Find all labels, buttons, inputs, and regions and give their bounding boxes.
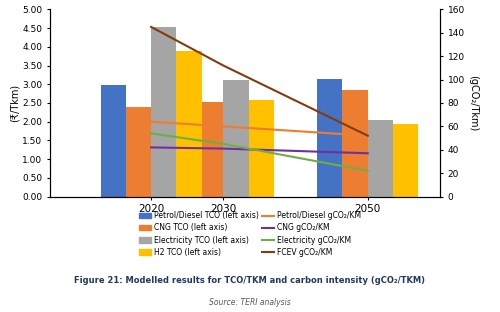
Bar [248, 100, 274, 197]
Legend: Petrol/Diesel TCO (left axis), CNG TCO (left axis), Electricity TCO (left axis),: Petrol/Diesel TCO (left axis), CNG TCO (… [139, 212, 361, 256]
Bar [317, 79, 342, 197]
Bar [342, 90, 368, 197]
Bar [198, 102, 224, 197]
Bar [151, 27, 176, 197]
Y-axis label: (₹/Tkm): (₹/Tkm) [10, 84, 20, 122]
Bar [393, 124, 418, 197]
Y-axis label: (gCO₂/Tkm): (gCO₂/Tkm) [468, 75, 477, 131]
Bar [176, 51, 202, 197]
Bar [126, 107, 151, 197]
Bar [100, 85, 126, 197]
Bar [224, 80, 248, 197]
Bar [173, 82, 198, 197]
Text: Figure 21: Modelled results for TCO/TKM and carbon intensity (gCO₂/TKM): Figure 21: Modelled results for TCO/TKM … [74, 276, 426, 285]
Bar [368, 120, 393, 197]
Text: Source: TERI analysis: Source: TERI analysis [209, 298, 291, 307]
